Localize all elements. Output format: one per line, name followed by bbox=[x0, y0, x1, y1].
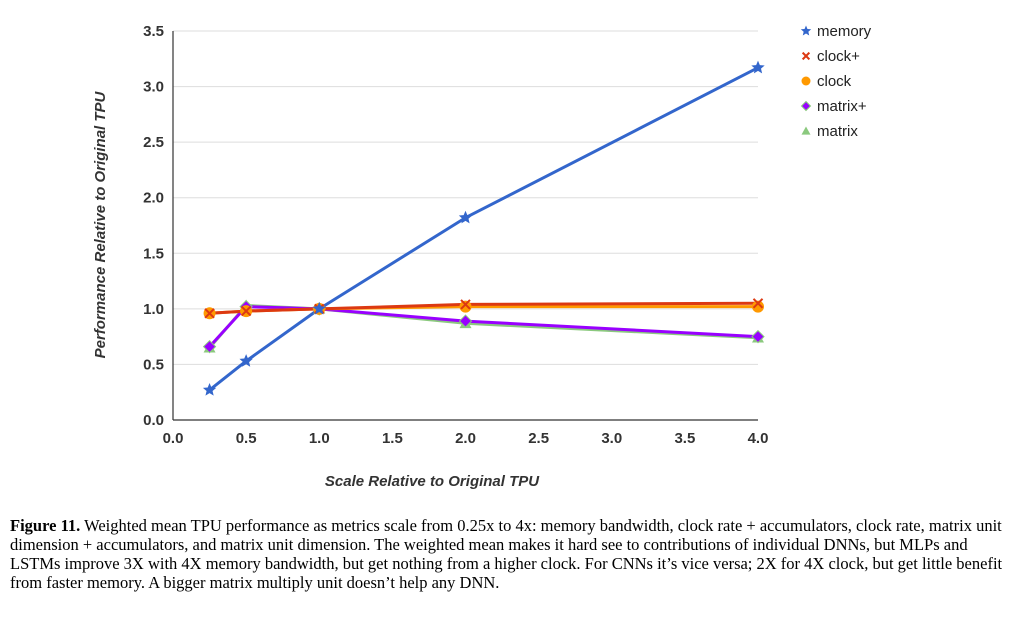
legend-marker-matrix+ bbox=[800, 100, 812, 112]
legend-label: clock bbox=[817, 73, 852, 90]
legend-label: matrix+ bbox=[817, 98, 867, 115]
legend-item: memory bbox=[800, 23, 872, 40]
data-point-matrix+ bbox=[458, 314, 473, 328]
data-point-clock bbox=[752, 300, 764, 313]
y-tick-label: 2.0 bbox=[143, 190, 164, 207]
axes: 0.0 0.5 1.0 1.5 2.0 2.5 3.0 3.5 0.0 0.5 1.0 1.5 2.0 2… bbox=[143, 23, 768, 447]
x-tick-label: 2.0 bbox=[455, 430, 476, 447]
x-tick-label: 3.0 bbox=[601, 430, 622, 447]
caption-text: Weighted mean TPU performance as metrics… bbox=[10, 516, 1003, 592]
data-point-memory bbox=[458, 210, 473, 224]
y-tick-label: 1.0 bbox=[143, 301, 164, 318]
y-tick-label: 3.0 bbox=[143, 79, 164, 96]
y-tick-label: 3.5 bbox=[143, 23, 164, 40]
figure-caption: Figure 11. Weighted mean TPU performance… bbox=[10, 516, 1010, 592]
legend-item: clock bbox=[801, 73, 852, 90]
data-point-memory bbox=[202, 382, 217, 396]
x-tick-label: 3.5 bbox=[674, 430, 695, 447]
data-point-clock+ bbox=[460, 299, 471, 310]
data-point-memory bbox=[312, 301, 326, 315]
x-tick-label: 0.5 bbox=[236, 430, 257, 447]
y-tick-label: 1.5 bbox=[143, 245, 164, 262]
y-axis-title: Performance Relative to Original TPU bbox=[92, 90, 109, 358]
data-point-clock+ bbox=[752, 298, 764, 309]
x-tick-label: 2.5 bbox=[528, 430, 549, 447]
legend-item: matrix+ bbox=[800, 98, 867, 115]
legend-label: matrix bbox=[817, 123, 858, 140]
legend-label: memory bbox=[817, 23, 872, 40]
legend-item: clock+ bbox=[801, 48, 860, 65]
series-markers bbox=[202, 60, 765, 396]
x-tick-label: 4.0 bbox=[748, 430, 769, 447]
legend-item: matrix bbox=[801, 123, 858, 140]
legend-label: clock+ bbox=[817, 48, 860, 65]
legend-marker-matrix bbox=[801, 126, 811, 135]
data-point-clock bbox=[459, 300, 472, 313]
y-tick-label: 0.0 bbox=[143, 412, 164, 429]
series-line-memory bbox=[208, 66, 759, 392]
data-point-memory bbox=[239, 354, 253, 367]
data-point-matrix+ bbox=[751, 329, 765, 344]
series-line-clock+ bbox=[209, 301, 759, 315]
y-tick-label: 2.5 bbox=[143, 134, 164, 151]
legend-marker-clock bbox=[801, 76, 811, 86]
legend-marker-clock+ bbox=[801, 51, 811, 61]
x-tick-label: 0.0 bbox=[163, 430, 184, 447]
x-tick-label: 1.0 bbox=[309, 430, 330, 447]
data-point-memory bbox=[751, 60, 765, 74]
data-point-matrix+ bbox=[202, 339, 217, 354]
line-chart: 0.0 0.5 1.0 1.5 2.0 2.5 3.0 3.5 0.0 0.5 1.0 1.5 2.0 2… bbox=[92, 23, 872, 490]
data-point-clock+ bbox=[240, 305, 252, 317]
figure-label: Figure 11. bbox=[10, 516, 81, 535]
x-axis-title: Scale Relative to Original TPU bbox=[325, 473, 540, 490]
y-tick-label: 0.5 bbox=[143, 356, 164, 373]
series-lines bbox=[208, 66, 759, 392]
legend-marker-memory bbox=[800, 25, 812, 36]
legend: memory clock+ clock matrix+ matrix bbox=[800, 23, 872, 140]
x-tick-label: 1.5 bbox=[382, 430, 403, 447]
data-point-clock+ bbox=[204, 308, 215, 319]
